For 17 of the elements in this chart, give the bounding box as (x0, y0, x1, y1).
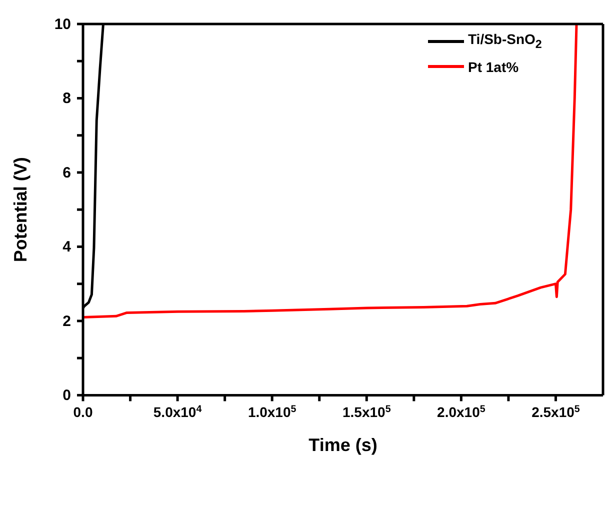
y-tick-label: 2 (62, 312, 71, 330)
y-tick-label: 8 (62, 90, 71, 108)
line-series (83, 24, 578, 318)
x-axis-title: Time (s) (308, 435, 378, 456)
legend-label: Ti/Sb-SnO$_{2}$ (468, 30, 542, 53)
y-tick-label: 4 (62, 238, 72, 256)
x-tick-label: 0.0 (73, 404, 93, 420)
x-tick-label: 5.0x10$^{4}$ (153, 404, 202, 420)
y-tick-label: 0 (62, 387, 71, 404)
x-tick-label: 2.0x10$^{5}$ (437, 404, 486, 420)
legend-label: Pt 1at% (468, 58, 519, 77)
x-tick-label: 2.5x10$^{5}$ (532, 404, 580, 420)
y-tick-label: 6 (62, 164, 71, 182)
y-tick-label: 10 (54, 16, 71, 33)
x-tick-label: 1.0x10$^{5}$ (248, 404, 297, 420)
y-axis-title: Potential (V) (10, 157, 30, 262)
x-tick-label: 1.5x10$^{5}$ (342, 404, 392, 420)
